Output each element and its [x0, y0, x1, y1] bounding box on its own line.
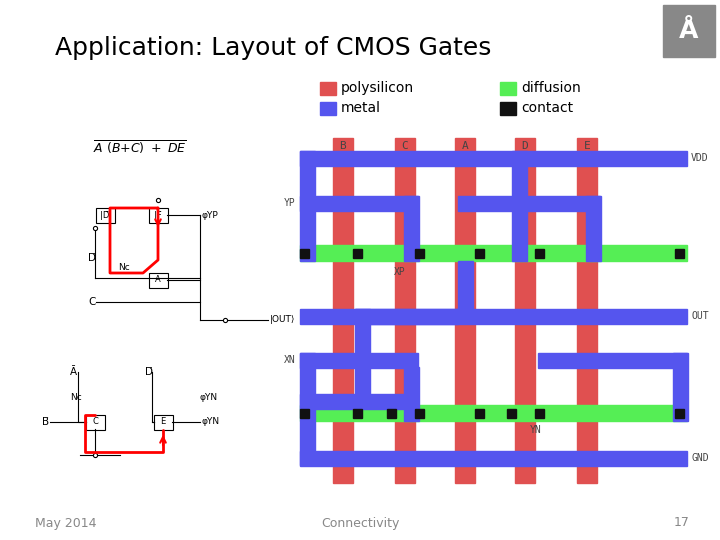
FancyBboxPatch shape — [148, 273, 168, 287]
Text: A: A — [462, 141, 469, 151]
Bar — [500, 102, 516, 115]
Bar — [300, 409, 309, 418]
Bar — [300, 451, 687, 466]
Bar — [300, 309, 687, 324]
Bar — [333, 138, 353, 483]
Text: φYP: φYP — [202, 211, 219, 219]
Text: B: B — [340, 141, 346, 151]
Bar — [404, 367, 419, 421]
Bar — [320, 82, 336, 95]
Bar — [300, 245, 687, 261]
Text: Å: Å — [679, 19, 698, 43]
Bar — [353, 409, 362, 418]
Bar — [515, 138, 535, 483]
Bar — [475, 409, 484, 418]
Bar — [415, 409, 424, 418]
Text: |F̄: |F̄ — [154, 211, 162, 219]
Bar — [663, 5, 715, 57]
FancyBboxPatch shape — [86, 415, 104, 429]
Bar — [387, 409, 396, 418]
Text: Nc: Nc — [118, 264, 130, 273]
Text: Application: Layout of CMOS Gates: Application: Layout of CMOS Gates — [55, 36, 491, 60]
Text: Ā: Ā — [70, 367, 77, 377]
Bar — [300, 353, 418, 368]
Text: D̄: D̄ — [145, 367, 153, 377]
Bar — [458, 196, 512, 211]
Bar — [300, 151, 687, 166]
Bar — [455, 138, 475, 483]
Bar — [507, 409, 516, 418]
Text: A: A — [155, 275, 161, 285]
Bar — [404, 196, 419, 261]
Bar — [355, 309, 370, 405]
Bar — [512, 151, 527, 261]
Text: VDD: VDD — [691, 153, 708, 163]
Bar — [355, 309, 458, 324]
Text: XN: XN — [284, 355, 296, 365]
Text: diffusion: diffusion — [521, 81, 581, 95]
Bar — [675, 249, 684, 258]
Bar — [512, 196, 600, 211]
Text: May 2014: May 2014 — [35, 516, 96, 530]
Text: D̄: D̄ — [88, 253, 96, 263]
Bar — [415, 249, 424, 258]
Text: C: C — [92, 417, 98, 427]
Bar — [675, 409, 684, 418]
Bar — [535, 409, 544, 418]
Bar — [395, 138, 415, 483]
Text: C: C — [402, 141, 408, 151]
Bar — [673, 353, 688, 421]
FancyBboxPatch shape — [96, 207, 114, 222]
FancyBboxPatch shape — [153, 415, 173, 429]
Text: E: E — [584, 141, 590, 151]
Bar — [300, 353, 315, 465]
Text: B̄: B̄ — [42, 417, 49, 427]
Bar — [353, 249, 362, 258]
Text: Connectivity: Connectivity — [321, 516, 399, 530]
Bar — [475, 249, 484, 258]
Text: contact: contact — [521, 101, 573, 115]
Bar — [458, 261, 473, 323]
Bar — [300, 151, 315, 261]
Text: metal: metal — [341, 101, 381, 115]
Text: C: C — [88, 297, 95, 307]
Text: 17: 17 — [674, 516, 690, 530]
Text: polysilicon: polysilicon — [341, 81, 414, 95]
Text: YN: YN — [530, 425, 541, 435]
Text: E: E — [161, 417, 166, 427]
Text: φYN: φYN — [202, 417, 220, 427]
Text: |OUT⟩: |OUT⟩ — [270, 315, 295, 325]
Text: OUT: OUT — [691, 311, 708, 321]
Bar — [586, 196, 601, 261]
Bar — [500, 82, 516, 95]
Text: D: D — [521, 141, 528, 151]
Text: XP: XP — [394, 267, 406, 277]
Bar — [300, 249, 309, 258]
FancyBboxPatch shape — [148, 207, 168, 222]
Bar — [320, 102, 336, 115]
Bar — [538, 353, 687, 368]
Text: φYN: φYN — [200, 394, 218, 402]
Bar — [577, 138, 597, 483]
Text: $\overline{A\ (B{+}C)\ +\ DE}$: $\overline{A\ (B{+}C)\ +\ DE}$ — [93, 139, 187, 157]
Bar — [535, 249, 544, 258]
Bar — [300, 405, 687, 421]
Text: GND: GND — [691, 453, 708, 463]
Text: YP: YP — [284, 198, 296, 208]
Text: Nc: Nc — [70, 394, 82, 402]
Bar — [300, 394, 418, 409]
Text: |D̄: |D̄ — [100, 211, 109, 219]
Bar — [300, 196, 418, 211]
